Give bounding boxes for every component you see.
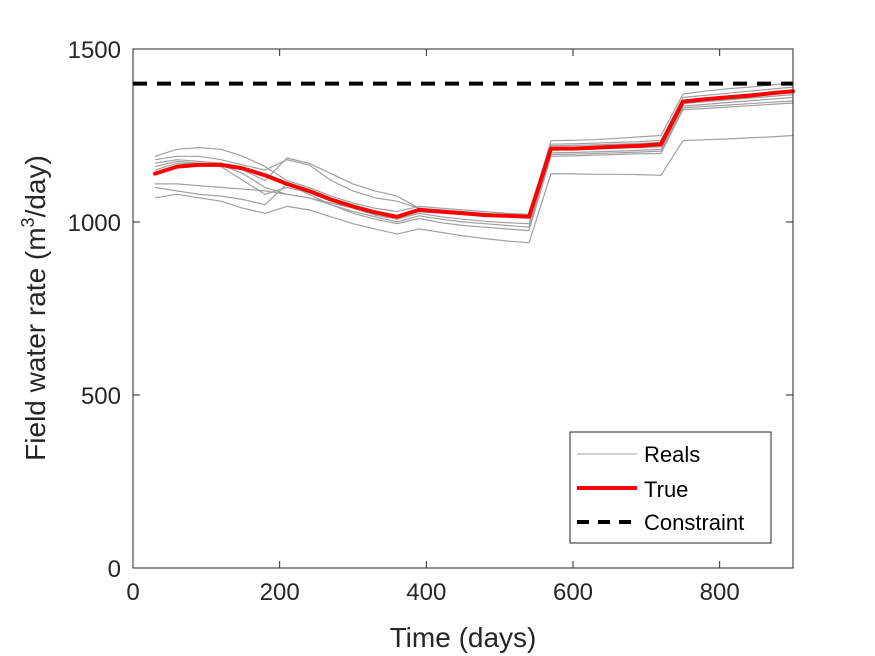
x-tick-label-400: 400 [406, 579, 446, 606]
reals-series-line-6 [155, 100, 794, 228]
x-tick-label-800: 800 [700, 579, 740, 606]
x-axis-title: Time (days) [390, 622, 537, 653]
y-tick-label-0: 0 [108, 556, 121, 583]
x-tick-label-600: 600 [553, 579, 593, 606]
y-tick-label-500: 500 [81, 383, 121, 410]
reals-series-line-7 [154, 102, 794, 232]
y-axis-title-main: Field water rate (m [20, 227, 51, 460]
plot-frame [132, 48, 794, 569]
x-tick-label-200: 200 [260, 579, 300, 606]
true-series-line [153, 89, 795, 219]
x-tick-label-0: 0 [126, 579, 139, 606]
y-axis-ticks: 0 500 1000 1500 [68, 37, 793, 583]
y-axis-title: Field water rate (m3/day) [18, 155, 51, 461]
y-axis-title-superscript: 3 [18, 217, 38, 227]
reals-series-line-1 [154, 82, 794, 215]
reals-series-line-5 [154, 96, 794, 225]
reals-series-line-8 [154, 134, 794, 244]
legend-reals-label: Reals [644, 442, 700, 467]
legend-constraint-label: Constraint [644, 510, 744, 535]
legend-true-label: True [644, 477, 688, 502]
true-layer [153, 89, 795, 219]
y-tick-label-1500: 1500 [68, 37, 121, 64]
y-axis-title-suffix: /day) [20, 155, 51, 217]
legend: Reals True Constraint [569, 431, 772, 544]
y-tick-label-1000: 1000 [68, 210, 121, 237]
x-axis-ticks: 0 200 400 600 800 [126, 49, 740, 606]
